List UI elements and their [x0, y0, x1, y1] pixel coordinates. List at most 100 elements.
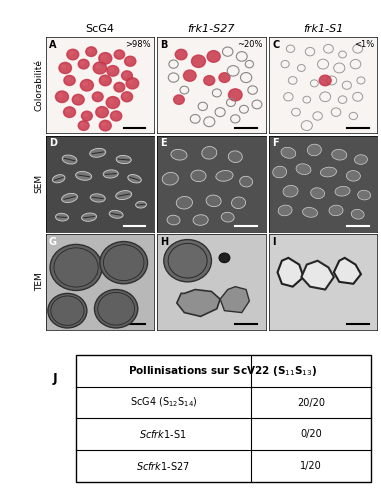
Text: SEM: SEM — [35, 174, 44, 193]
Circle shape — [175, 49, 187, 60]
Circle shape — [99, 75, 111, 86]
Circle shape — [117, 52, 120, 55]
Circle shape — [102, 55, 106, 59]
Text: F: F — [272, 138, 279, 148]
Ellipse shape — [278, 205, 292, 216]
Ellipse shape — [56, 213, 69, 221]
Ellipse shape — [358, 190, 371, 200]
Circle shape — [124, 94, 127, 97]
Ellipse shape — [354, 155, 367, 164]
Ellipse shape — [283, 185, 298, 197]
Circle shape — [129, 80, 133, 84]
Ellipse shape — [240, 176, 253, 187]
Text: frk1-S27: frk1-S27 — [188, 24, 235, 34]
Ellipse shape — [136, 201, 146, 208]
Circle shape — [81, 61, 84, 64]
Polygon shape — [277, 258, 304, 287]
Ellipse shape — [216, 171, 233, 181]
Ellipse shape — [311, 188, 325, 198]
Text: Colorabilité: Colorabilité — [35, 59, 44, 111]
Ellipse shape — [82, 213, 97, 221]
Circle shape — [114, 82, 125, 92]
Circle shape — [122, 71, 132, 80]
Text: ScG4 (S$_{12}$S$_{14}$): ScG4 (S$_{12}$S$_{14}$) — [130, 396, 197, 409]
Polygon shape — [334, 258, 361, 284]
Ellipse shape — [193, 215, 208, 225]
Text: D: D — [49, 138, 57, 148]
Circle shape — [58, 94, 62, 97]
Circle shape — [92, 92, 103, 101]
Circle shape — [99, 52, 112, 64]
Ellipse shape — [90, 194, 105, 202]
Ellipse shape — [167, 215, 180, 225]
Text: 1/20: 1/20 — [300, 462, 322, 471]
Text: Pollinisations sur ScV22 (S$_{11}$S$_{13}$): Pollinisations sur ScV22 (S$_{11}$S$_{13… — [128, 364, 318, 378]
Circle shape — [99, 121, 111, 131]
Circle shape — [64, 107, 75, 118]
Text: TEM: TEM — [35, 272, 44, 291]
Polygon shape — [177, 290, 220, 317]
Ellipse shape — [303, 207, 317, 217]
Text: frk1-S1: frk1-S1 — [303, 24, 343, 34]
Circle shape — [121, 92, 133, 102]
Circle shape — [96, 106, 108, 118]
Circle shape — [78, 59, 89, 69]
Ellipse shape — [176, 196, 192, 209]
Circle shape — [88, 49, 91, 52]
Circle shape — [62, 65, 66, 68]
Circle shape — [93, 62, 107, 74]
Circle shape — [102, 122, 106, 126]
Text: E: E — [160, 138, 167, 148]
Ellipse shape — [116, 155, 131, 164]
Ellipse shape — [351, 209, 364, 219]
Text: $Scfrk1$-S1: $Scfrk1$-S1 — [139, 428, 187, 441]
Circle shape — [59, 62, 72, 74]
Circle shape — [64, 75, 75, 85]
Circle shape — [81, 123, 84, 126]
Circle shape — [66, 109, 70, 112]
Ellipse shape — [103, 170, 118, 178]
Ellipse shape — [206, 195, 221, 207]
Ellipse shape — [191, 170, 206, 182]
Ellipse shape — [329, 205, 343, 216]
Circle shape — [69, 51, 73, 55]
Text: $Scfrk1$-S27: $Scfrk1$-S27 — [136, 461, 190, 472]
Polygon shape — [220, 287, 250, 313]
Ellipse shape — [228, 151, 242, 163]
Ellipse shape — [335, 186, 350, 196]
Circle shape — [95, 94, 98, 97]
Ellipse shape — [332, 149, 347, 160]
Text: C: C — [272, 40, 279, 50]
Circle shape — [83, 82, 87, 86]
Circle shape — [219, 253, 230, 263]
Polygon shape — [301, 261, 334, 290]
Ellipse shape — [109, 210, 123, 218]
Circle shape — [207, 50, 220, 62]
Bar — [75, 355, 371, 482]
Circle shape — [72, 95, 84, 105]
Ellipse shape — [171, 149, 187, 160]
Text: B: B — [160, 40, 168, 50]
Circle shape — [48, 294, 87, 328]
Text: G: G — [49, 237, 57, 247]
Ellipse shape — [281, 147, 296, 158]
Circle shape — [66, 78, 70, 81]
Ellipse shape — [90, 148, 106, 157]
Ellipse shape — [162, 172, 178, 185]
Circle shape — [86, 47, 97, 56]
Circle shape — [94, 290, 138, 328]
Circle shape — [80, 79, 93, 91]
Circle shape — [106, 97, 120, 108]
Circle shape — [50, 245, 102, 291]
Circle shape — [100, 242, 147, 284]
Text: >98%: >98% — [125, 40, 151, 49]
Text: A: A — [49, 40, 56, 50]
Circle shape — [229, 89, 242, 101]
Ellipse shape — [62, 155, 77, 164]
Circle shape — [113, 113, 117, 116]
Circle shape — [107, 66, 119, 76]
Circle shape — [110, 111, 122, 121]
Circle shape — [102, 77, 106, 81]
Circle shape — [219, 73, 230, 82]
Circle shape — [117, 85, 120, 87]
